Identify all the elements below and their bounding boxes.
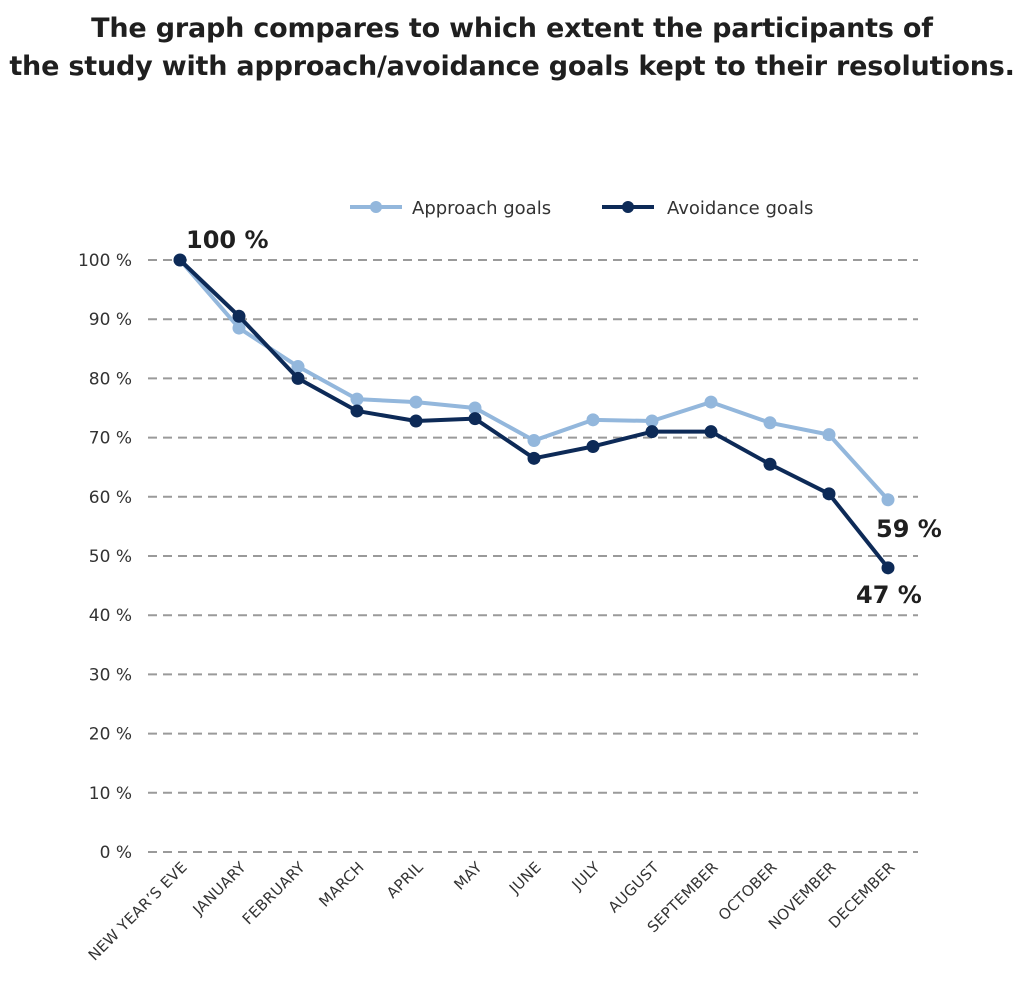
y-tick-label: 80 % (89, 369, 132, 389)
annotations: 100 % 59 % 47 % (186, 226, 942, 609)
data-point (881, 493, 895, 507)
data-point (468, 412, 482, 426)
chart-title: The graph compares to which extent the p… (0, 10, 1024, 86)
x-tick-label: NEW YEAR’S EVE (85, 858, 191, 964)
x-tick-label: MARCH (315, 858, 367, 910)
y-tick-label: 0 % (100, 843, 132, 863)
data-point (645, 414, 659, 428)
y-tick-label: 90 % (89, 310, 132, 330)
data-point (763, 457, 777, 471)
data-point (527, 434, 541, 448)
data-point (586, 439, 600, 453)
y-tick-label: 10 % (89, 784, 132, 804)
series-group (173, 253, 895, 575)
data-point (763, 416, 777, 430)
x-tick-label: MAY (450, 858, 486, 894)
series (173, 253, 895, 575)
series-line (178, 258, 890, 570)
legend-label: Avoidance goals (667, 198, 813, 219)
data-point (291, 360, 305, 374)
data-point (881, 561, 895, 575)
grid-lines (148, 259, 918, 853)
x-tick-label: APRIL (383, 858, 427, 902)
y-tick-label: 70 % (89, 429, 132, 449)
data-point (645, 425, 659, 439)
data-point (350, 404, 364, 418)
data-point (704, 425, 718, 439)
y-tick-label: 60 % (89, 488, 132, 508)
data-point (527, 451, 541, 465)
y-tick-label: 30 % (89, 665, 132, 685)
data-point (173, 253, 187, 267)
x-tick-label: JANUARY (189, 858, 251, 920)
y-tick-label: 40 % (89, 606, 132, 626)
data-callout-label: 47 % (856, 581, 922, 609)
chart-title-line-2: the study with approach/avoidance goals … (9, 51, 1015, 82)
data-point (704, 395, 718, 409)
data-point (232, 321, 246, 335)
data-callout-label: 59 % (876, 515, 942, 543)
data-point (350, 392, 364, 406)
x-tick-label: FEBRUARY (239, 858, 309, 928)
series-group (173, 253, 895, 507)
legend-swatch-marker (622, 201, 634, 213)
x-tick-label: AUGUST (605, 858, 664, 917)
y-tick-label: 50 % (89, 547, 132, 567)
data-point (468, 401, 482, 415)
data-point (822, 428, 836, 442)
y-tick-label: 100 % (78, 251, 132, 271)
x-tick-label: JUNE (505, 858, 545, 898)
data-point (291, 371, 305, 385)
legend-label: Approach goals (412, 198, 551, 219)
data-point (586, 413, 600, 427)
data-point (232, 309, 246, 323)
data-point (409, 395, 423, 409)
x-tick-label: JULY (568, 858, 605, 895)
chart-title-line-1: The graph compares to which extent the p… (91, 13, 933, 44)
data-point (822, 487, 836, 501)
legend-swatch-marker (370, 201, 382, 213)
y-tick-label: 20 % (89, 725, 132, 745)
data-callout-label: 100 % (186, 226, 269, 254)
data-point (409, 414, 423, 428)
y-axis-ticks: 0 % 10 % 20 % 30 % 40 % 50 % 60 % 70 % 80 % 90 % 1… (78, 251, 132, 863)
legend: Approach goals Avoidance goals (350, 198, 813, 219)
